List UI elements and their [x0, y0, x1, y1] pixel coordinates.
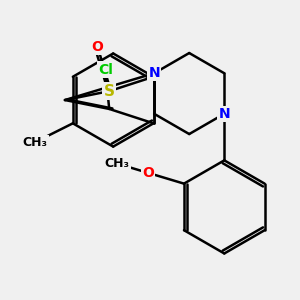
- Text: CH₃: CH₃: [23, 136, 48, 148]
- Text: O: O: [142, 166, 154, 180]
- Text: S: S: [104, 84, 115, 99]
- Text: CH₃: CH₃: [105, 157, 130, 170]
- Text: O: O: [92, 40, 104, 53]
- Text: Cl: Cl: [98, 62, 113, 76]
- Text: N: N: [218, 107, 230, 121]
- Text: N: N: [148, 66, 160, 80]
